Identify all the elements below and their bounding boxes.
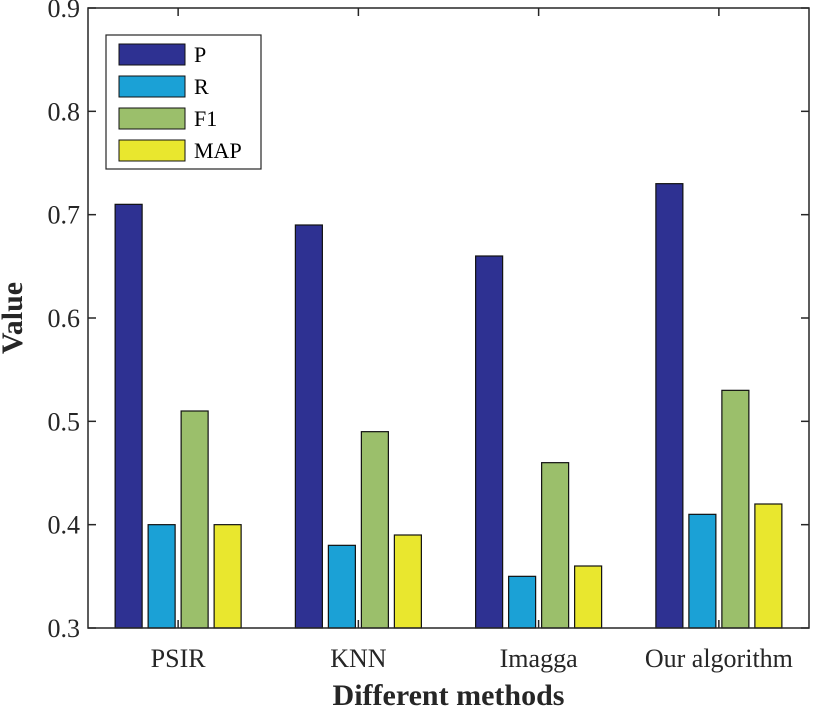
x-tick-label: Our algorithm xyxy=(645,644,793,673)
bar-map-imagga xyxy=(574,565,603,629)
bar-p-psir xyxy=(114,203,143,629)
y-axis: 0.3 0.4 0.5 0.6 0.7 0.8 0.9 xyxy=(48,0,809,643)
bar-map-knn xyxy=(393,534,422,629)
legend: PR F1 MAP xyxy=(105,34,262,170)
legend-swatch-f1 xyxy=(118,107,186,130)
x-tick-label: PSIR xyxy=(151,644,207,673)
y-tick-label: 0.6 xyxy=(48,304,81,333)
x-tick-label: Imagga xyxy=(500,644,578,673)
bar-map-psir xyxy=(213,524,242,629)
y-axis-title: Value xyxy=(0,282,29,354)
legend-swatch-r xyxy=(118,75,186,98)
legend-swatch-map xyxy=(118,139,186,162)
bar-map-our-algorithm xyxy=(754,503,783,629)
bar-f1-our-algorithm xyxy=(721,389,750,629)
y-tick-label: 0.9 xyxy=(48,0,81,23)
legend-label: MAP xyxy=(194,138,242,163)
bar-p-imagga xyxy=(475,255,504,629)
bar-f1-imagga xyxy=(541,462,570,629)
bar-r-psir xyxy=(147,524,176,629)
legend-swatch-p xyxy=(118,43,186,66)
bar-r-imagga xyxy=(508,575,537,629)
bar-p-knn xyxy=(294,224,323,629)
bar-f1-knn xyxy=(360,431,389,629)
x-tick-label: KNN xyxy=(330,644,387,673)
legend-label: R xyxy=(194,74,209,99)
bar-r-our-algorithm xyxy=(688,513,717,629)
y-tick-label: 0.8 xyxy=(48,97,81,126)
bar-f1-psir xyxy=(180,410,209,629)
y-tick-label: 0.3 xyxy=(48,614,81,643)
bar-p-our-algorithm xyxy=(655,183,684,629)
y-tick-label: 0.7 xyxy=(48,201,81,230)
x-axis: PSIR KNN Imagga Our algorithm xyxy=(151,8,793,673)
y-tick-label: 0.5 xyxy=(48,407,81,436)
x-axis-title: Different methods xyxy=(333,679,565,709)
y-tick-label: 0.4 xyxy=(48,511,81,540)
bar-r-knn xyxy=(327,544,356,629)
bars-group xyxy=(114,183,783,629)
legend-label: F1 xyxy=(194,106,217,131)
legend-label: P xyxy=(194,42,206,67)
